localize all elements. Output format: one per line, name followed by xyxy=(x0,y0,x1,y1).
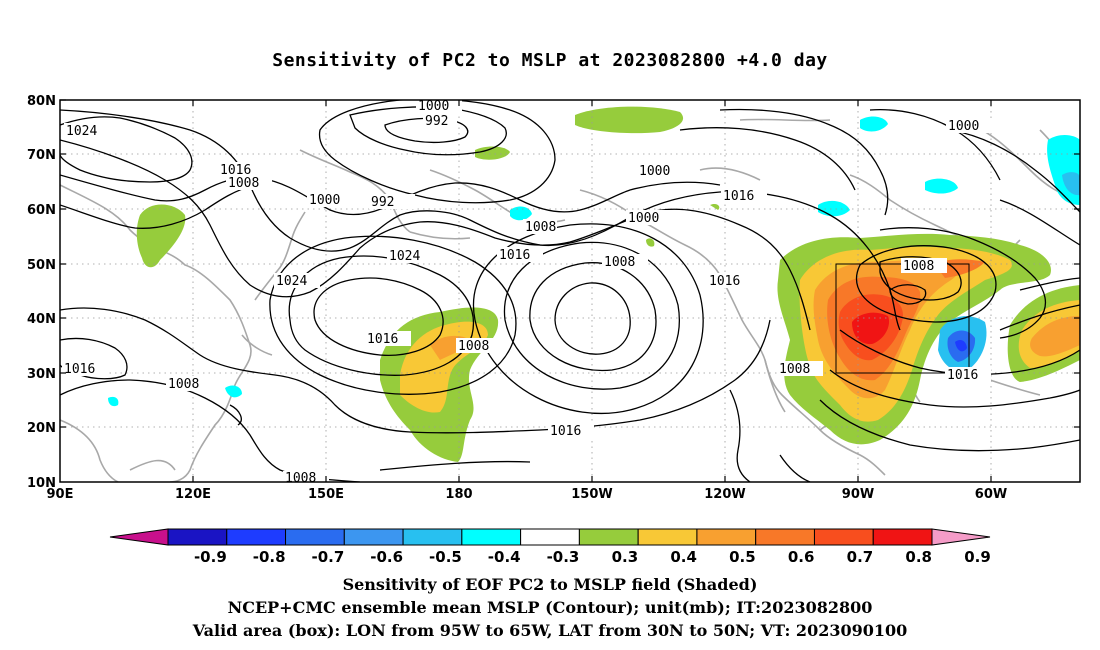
contour-label: 992 xyxy=(425,114,448,129)
map-title: Sensitivity of PC2 to MSLP at 2023082800… xyxy=(272,50,828,71)
colorbar-swatch xyxy=(402,528,463,546)
contour-label: 1016 xyxy=(64,362,95,377)
lat-label: 20N xyxy=(27,421,56,436)
lat-label: 10N xyxy=(27,476,56,491)
colorbar-label: -0.7 xyxy=(311,548,344,566)
contour-label: 1008 xyxy=(604,255,635,270)
contour-label: 1016 xyxy=(220,163,251,178)
contour-label: 1008 xyxy=(525,220,556,235)
contour-label: 1000 xyxy=(309,193,340,208)
lon-label: 90E xyxy=(47,487,74,502)
contour-label: 1008 xyxy=(228,176,259,191)
lat-label: 50N xyxy=(27,258,56,273)
colorbar-label: 0.5 xyxy=(729,548,756,566)
contour-label: 1000 xyxy=(948,119,979,134)
colorbar-label: 0.9 xyxy=(964,548,991,566)
colorbar-swatch xyxy=(578,528,639,546)
contour-label: 1016 xyxy=(947,368,978,383)
colorbar-label: -0.6 xyxy=(370,548,403,566)
contour-labels: 1024 1000 992 1000 1016 1008 1000 1000 9… xyxy=(62,99,992,486)
lon-label: 150W xyxy=(571,487,612,502)
lat-label: 80N xyxy=(27,94,56,109)
lon-label: 60W xyxy=(975,487,1007,502)
latitude-labels: 80N 70N 60N 50N 40N 30N 20N 10N xyxy=(27,94,56,491)
colorbar-swatch xyxy=(285,528,345,546)
contour-label: 1008 xyxy=(168,377,199,392)
caption-shading: Sensitivity of EOF PC2 to MSLP field (Sh… xyxy=(342,575,758,594)
colorbar-swatch xyxy=(461,528,522,546)
lon-label: 180 xyxy=(445,487,472,502)
caption-valid-area: Valid area (box): LON from 95W to 65W, L… xyxy=(192,621,908,640)
contour-label: 1008 xyxy=(285,471,316,486)
colorbar-label: 0.8 xyxy=(905,548,932,566)
lat-label: 60N xyxy=(27,203,56,218)
colorbar-label: 0.7 xyxy=(847,548,874,566)
contour-label: 1000 xyxy=(418,99,449,114)
colorbar-swatch xyxy=(813,528,874,546)
caption-contour: NCEP+CMC ensemble mean MSLP (Contour); u… xyxy=(227,598,873,617)
colorbar-swatch xyxy=(755,528,815,546)
contour-label: 1016 xyxy=(367,332,398,347)
lon-label: 120E xyxy=(175,487,211,502)
colorbar-swatch xyxy=(872,528,933,546)
contour-label: 1016 xyxy=(499,248,530,263)
contour-label: 1008 xyxy=(458,339,489,354)
contour-label: 1000 xyxy=(639,164,670,179)
colorbar-swatch xyxy=(343,528,404,546)
longitude-labels: 90E 120E 150E 180 150W 120W 90W 60W xyxy=(47,487,1008,502)
tick-marks xyxy=(60,99,1080,482)
contour-label: 992 xyxy=(371,195,394,210)
colorbar-swatch xyxy=(696,528,757,546)
colorbar-label: -0.9 xyxy=(194,548,227,566)
contour-label: 1008 xyxy=(779,362,810,377)
lat-label: 40N xyxy=(27,312,56,327)
colorbar-label: 0.4 xyxy=(670,548,697,566)
contour-label: 1024 xyxy=(276,274,307,289)
contour-label: 1024 xyxy=(66,124,97,139)
lon-label: 120W xyxy=(704,487,745,502)
map-frame xyxy=(59,99,1081,483)
colorbar-swatch xyxy=(167,528,228,546)
colorbar-swatch xyxy=(637,528,698,546)
contour-label: 1008 xyxy=(903,259,934,274)
lon-label: 90W xyxy=(842,487,874,502)
lat-label: 30N xyxy=(27,367,56,382)
colorbar-swatch xyxy=(226,528,287,546)
colorbar-label: -0.4 xyxy=(488,548,521,566)
colorbar-label: 0.6 xyxy=(788,548,815,566)
contour-label: 1000 xyxy=(628,211,659,226)
sensitivity-shading xyxy=(108,106,1080,462)
contour-label: 1016 xyxy=(550,424,581,439)
colorbar-label: -0.8 xyxy=(253,548,286,566)
colorbar-swatch xyxy=(931,528,991,546)
contour-label: 1024 xyxy=(389,249,420,264)
contour-label: 1016 xyxy=(709,274,740,289)
contour-label: 1016 xyxy=(723,189,754,204)
colorbar-label: 0.3 xyxy=(612,548,639,566)
colorbar-swatch xyxy=(109,528,169,546)
lat-label: 70N xyxy=(27,148,56,163)
colorbar-swatch xyxy=(520,528,580,546)
colorbar: -0.9 -0.8 -0.7 -0.6 -0.5 -0.4 -0.3 0.3 0.4 0.5 0.6… xyxy=(109,528,991,566)
colorbar-label: -0.5 xyxy=(429,548,462,566)
lon-label: 150E xyxy=(308,487,344,502)
colorbar-label: -0.3 xyxy=(547,548,580,566)
